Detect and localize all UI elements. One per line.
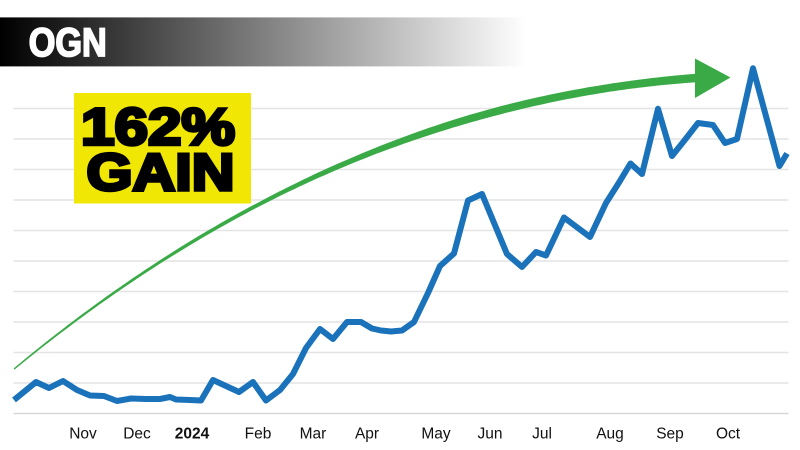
svg-text:OGN: OGN bbox=[29, 21, 107, 65]
svg-text:GAIN: GAIN bbox=[87, 144, 235, 202]
svg-text:Mar: Mar bbox=[300, 426, 327, 443]
svg-text:Nov: Nov bbox=[69, 426, 97, 443]
svg-text:Apr: Apr bbox=[355, 426, 379, 443]
svg-text:2024: 2024 bbox=[175, 426, 210, 443]
svg-text:Feb: Feb bbox=[245, 426, 272, 443]
svg-text:May: May bbox=[421, 426, 451, 443]
svg-text:Oct: Oct bbox=[716, 426, 741, 443]
svg-text:Sep: Sep bbox=[656, 426, 684, 443]
svg-text:Jun: Jun bbox=[478, 426, 503, 443]
svg-text:Dec: Dec bbox=[123, 426, 151, 443]
svg-text:Jul: Jul bbox=[532, 426, 552, 443]
svg-text:162%: 162% bbox=[81, 99, 235, 157]
svg-text:Aug: Aug bbox=[596, 426, 624, 443]
